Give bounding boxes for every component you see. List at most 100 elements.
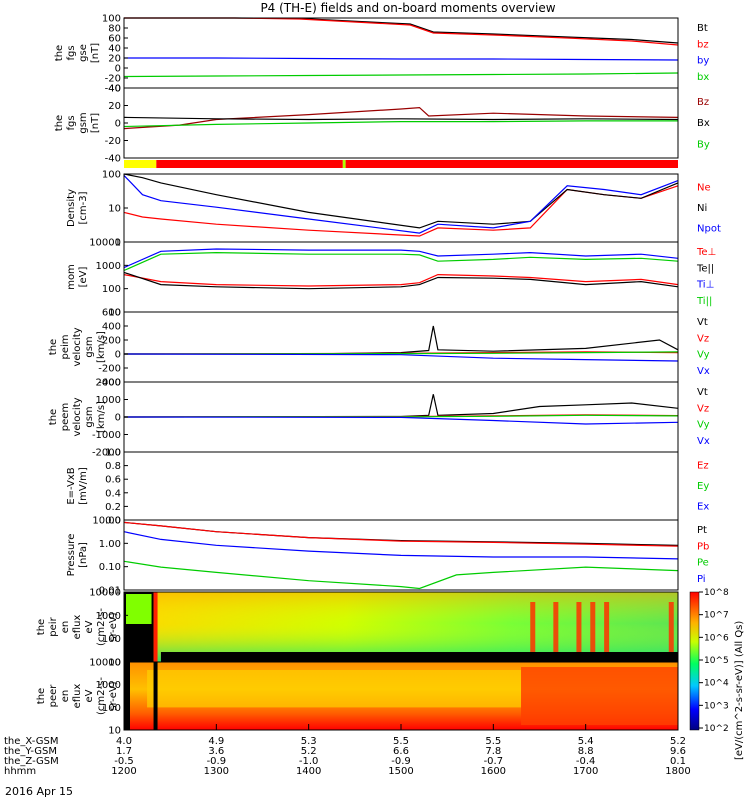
x-tick-label: 1800 [665, 766, 690, 777]
panel-peem: Vt Vz Vy Vx 2000 1000 0 -1000 -2000 the peem veloci… [48, 378, 710, 459]
series-line-by [124, 57, 679, 61]
spectrogram-burst [604, 602, 610, 652]
mode-bar-segment [342, 160, 346, 168]
spectrogram-patch [126, 594, 152, 624]
y-ticks: 10000 1000 100 10 [89, 238, 128, 319]
x-tick-label: -0.7 [484, 756, 504, 767]
y-tick-label: -200 [98, 364, 121, 375]
series-line-Te⊥ [123, 273, 679, 287]
legend-entry: Vt [697, 317, 708, 328]
y-tick-label: 10000 [89, 658, 121, 669]
y-axis-label-line: Pressure [66, 534, 77, 577]
spectrogram-layer [124, 592, 678, 662]
colorbar-tick-label: 10^4 [704, 679, 729, 689]
y-tick-label: 1000 [96, 680, 121, 691]
panel-fgs_gsm: Bz Bx By 40 20 0 -20 -40 the fgs gsm [nT] [54, 84, 710, 165]
y-axis-label-line: the [36, 619, 47, 635]
series-line-Ni [123, 173, 679, 229]
legend-entry: By [697, 139, 710, 150]
y-tick-label: 1000 [96, 611, 121, 622]
legend-entry: Ti⊥ [696, 280, 714, 291]
y-axis-label-line: (cm2-s- [96, 677, 107, 715]
y-tick-label: 100 [102, 14, 121, 25]
y-ticks: 10.00 1.00 0.10 0.01 [92, 516, 128, 597]
legend-entry: Vx [697, 436, 710, 447]
y-tick-label: -20 [105, 74, 121, 85]
y-axis-label-line: velocity [72, 397, 83, 436]
y-tick-label: 0 [115, 119, 121, 130]
colorbar-tick-label: 10^7 [704, 611, 729, 621]
colorbar-tick-label: 10^6 [704, 633, 729, 643]
y-tick-label: 20 [108, 54, 121, 65]
y-axis-label: the peim velocity gsm [km/s] [48, 327, 107, 366]
spectrogram-burst [530, 602, 536, 652]
legend-entry: Te|| [696, 263, 714, 274]
legend-entry: Pt [697, 525, 707, 536]
mode-bar-segment [124, 160, 157, 168]
y-axis-label-line: [km/s] [96, 401, 107, 433]
y-axis-label-line: Density [66, 189, 77, 227]
y-tick-label: -400 [98, 378, 121, 389]
y-axis-label-line: mom [66, 264, 77, 290]
x-tick-label: 4.0 [116, 736, 132, 747]
legend-entry: Bz [697, 97, 709, 108]
legend-entry: Vx [697, 366, 710, 377]
x-tick-label: 5.4 [578, 736, 594, 747]
y-axis-label: mom [eV] [66, 264, 89, 290]
legend: Pt Pb Pe Pi [697, 525, 709, 585]
panel-frame [123, 17, 679, 89]
y-tick-label: 0.01 [99, 586, 121, 597]
y-tick-label: -2000 [92, 448, 121, 459]
series-line-Pi [123, 531, 679, 560]
y-tick-label: 0 [115, 64, 121, 75]
y-tick-label: 1.00 [99, 539, 121, 550]
series-line-Vt [124, 325, 679, 355]
x-tick-label: 3.6 [208, 746, 224, 757]
legend: Vt Vz Vy Vx [697, 387, 710, 447]
y-axis-label-line: peim [60, 334, 71, 359]
spectrogram-burst [553, 602, 559, 652]
legend-entry: Ni [697, 203, 707, 214]
legend-entry: Bx [697, 118, 710, 129]
legend-entry: Vz [697, 403, 709, 414]
series-group [123, 248, 679, 290]
panel-pressure: Pt Pb Pe Pi 10.00 1.00 0.10 0.01 Pressure [nPa] [66, 516, 709, 597]
series-line-Pe [123, 560, 679, 590]
series-line-Te|| [123, 271, 679, 290]
plot-title: P4 (TH-E) fields and on-board moments ov… [260, 1, 555, 15]
y-tick-label: 0.10 [99, 562, 121, 573]
legend-entry: Ti|| [696, 296, 712, 307]
legend: Ne Ni Npot [697, 183, 721, 235]
y-axis-label-line: peem [60, 403, 71, 431]
x-tick-label: 5.2 [670, 736, 686, 747]
y-tick-label: 1000 [96, 261, 121, 272]
y-tick-label: 100 [102, 634, 121, 645]
series-line-Pb [123, 521, 679, 547]
series-line-By [123, 120, 678, 128]
series-line-Ti|| [123, 251, 679, 272]
y-tick-label: 100 [102, 703, 121, 714]
y-axis-label-line: [km/s] [96, 331, 107, 363]
y-tick-label: 10 [108, 726, 121, 737]
series-line-Vx [123, 353, 679, 362]
y-tick-label: 0 [115, 350, 121, 361]
legend-entry: Ne [697, 183, 711, 194]
x-axis: the_X-GSM 4.0 4.9 5.3 5.5 5.5 5.4 5.2 the_Y-GSM 1… [4, 724, 691, 777]
y-axis-label: E=-VxB [mV/m] [66, 467, 89, 505]
spectrogram-burst [576, 602, 582, 652]
series-line-Pt [123, 521, 679, 546]
colorbar [689, 591, 700, 731]
legend-entry: Te⊥ [696, 247, 716, 258]
x-tick-label: -0.9 [391, 756, 411, 767]
colorbar-tick-label: 10^5 [704, 656, 729, 666]
y-axis-label-line: [nPa] [78, 542, 89, 568]
x-tick-label: 1500 [388, 766, 413, 777]
y-axis-label-line: velocity [72, 327, 83, 366]
legend-entry: Npot [697, 224, 721, 235]
x-tick-label: -1.0 [299, 756, 319, 767]
y-axis-label: Density [cm-3] [66, 189, 89, 227]
panel-density: Ne Ni Npot 100 10 1 Density [cm-3] [66, 170, 721, 249]
legend-entry: Ey [697, 481, 709, 492]
